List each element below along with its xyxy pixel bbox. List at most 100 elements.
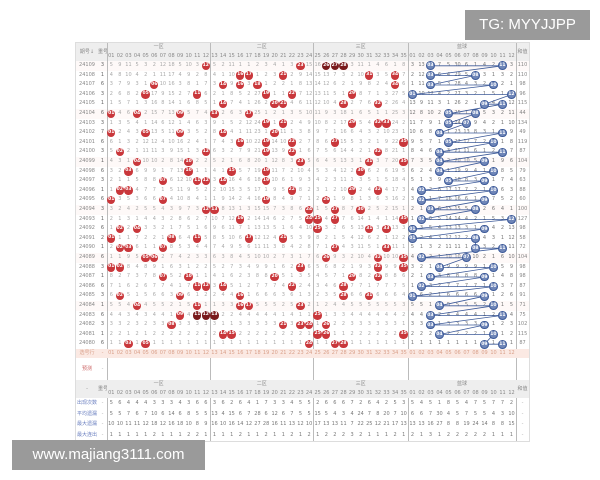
select-red-number[interactable]: 21 bbox=[279, 349, 288, 358]
red-omission: 1 bbox=[290, 129, 294, 136]
select-blue-number[interactable]: 04 bbox=[435, 349, 444, 358]
repeat-count: 3 bbox=[100, 292, 105, 299]
stats-value: 5 bbox=[195, 410, 199, 417]
select-red-number[interactable]: 30 bbox=[356, 349, 365, 358]
red-omission: 4 bbox=[384, 81, 389, 88]
stats-sum-header: 和值 bbox=[516, 380, 529, 398]
repeat-count: 3 bbox=[100, 119, 105, 126]
select-red-number[interactable]: 18 bbox=[253, 349, 262, 358]
red-omission: 6 bbox=[324, 263, 328, 270]
select-red-number[interactable]: 11 bbox=[193, 349, 202, 358]
red-omission: 3 bbox=[135, 273, 139, 280]
select-red-number[interactable]: 24 bbox=[304, 349, 314, 358]
select-blue-number[interactable]: 12 bbox=[507, 349, 516, 358]
stats-blue-header: 05 bbox=[444, 389, 453, 398]
select-blue-number[interactable]: 02 bbox=[417, 349, 426, 358]
select-red-number[interactable]: 34 bbox=[390, 349, 400, 358]
select-red-number[interactable]: 07 bbox=[158, 349, 168, 358]
red-omission: 3 bbox=[367, 263, 371, 270]
select-red-number[interactable]: 14 bbox=[218, 349, 228, 358]
blue-omission: 5 bbox=[437, 81, 442, 88]
blue-omission: 7 bbox=[410, 158, 415, 164]
select-red-number[interactable]: 15 bbox=[227, 349, 236, 358]
select-red-number[interactable]: 35 bbox=[399, 349, 408, 358]
blue-omission: 5 bbox=[410, 244, 415, 251]
select-red-number[interactable]: 23 bbox=[296, 349, 305, 358]
blue-ball: 03 bbox=[426, 61, 435, 71]
blue-number-header: 05 bbox=[444, 52, 453, 61]
red-omission: 1 bbox=[230, 340, 234, 347]
select-row-label[interactable]: 选号行 bbox=[76, 349, 98, 358]
select-blue-number[interactable]: 11 bbox=[498, 349, 507, 358]
select-red-number[interactable]: 27 bbox=[330, 349, 340, 358]
select-red-number[interactable]: 20 bbox=[270, 349, 279, 358]
select-red-number[interactable]: 33 bbox=[382, 349, 391, 358]
select-red-number[interactable]: 02 bbox=[115, 349, 125, 358]
issue-header[interactable]: 期号↓ bbox=[76, 43, 98, 61]
stats-blue-header: 09 bbox=[480, 389, 489, 398]
select-blue-number[interactable]: 05 bbox=[444, 349, 453, 358]
select-red-number[interactable]: 16 bbox=[236, 349, 245, 358]
red-omission: 19 bbox=[254, 167, 261, 174]
blue-omission: 1 bbox=[491, 321, 496, 328]
select-red-number[interactable]: 25 bbox=[313, 349, 322, 358]
select-blue-number[interactable]: 08 bbox=[471, 349, 480, 358]
select-red-number[interactable]: 10 bbox=[184, 349, 193, 358]
blue-ball: 05 bbox=[444, 119, 453, 128]
blue-omission: 2 bbox=[464, 330, 469, 337]
select-red-number[interactable]: 08 bbox=[167, 349, 176, 358]
select-red-number[interactable]: 06 bbox=[150, 349, 159, 358]
red-omission: 5 bbox=[316, 167, 320, 174]
red-omission: 1 bbox=[333, 129, 337, 136]
red-omission: 5 bbox=[126, 196, 131, 203]
red-ball: 20 bbox=[270, 128, 279, 138]
select-red-number[interactable]: 09 bbox=[175, 349, 185, 358]
stats-red-header: 12 bbox=[201, 389, 211, 398]
select-red-number[interactable]: 05 bbox=[141, 349, 150, 358]
select-blue-number[interactable]: 06 bbox=[453, 349, 462, 358]
red-ball: 09 bbox=[175, 128, 185, 138]
select-red-number[interactable]: 22 bbox=[287, 349, 297, 358]
select-blue-number[interactable]: 10 bbox=[489, 349, 498, 358]
red-omission: 1 bbox=[273, 90, 277, 97]
select-blue-number[interactable]: 03 bbox=[426, 349, 435, 358]
red-omission: 10 bbox=[245, 138, 253, 145]
red-number-header: 08 bbox=[167, 52, 176, 61]
stats-value: 7 bbox=[144, 410, 148, 417]
select-red-number[interactable]: 13 bbox=[210, 349, 219, 358]
red-ball: 08 bbox=[167, 234, 176, 243]
red-omission: 7 bbox=[212, 138, 217, 145]
select-blue-number[interactable]: 01 bbox=[408, 349, 417, 358]
select-red-number[interactable]: 31 bbox=[365, 349, 374, 358]
blue-omission: 4 bbox=[482, 119, 487, 126]
select-red-number[interactable]: 17 bbox=[244, 349, 254, 358]
red-omission: 2 bbox=[204, 292, 208, 299]
select-red-number[interactable]: 29 bbox=[347, 349, 357, 358]
red-omission: 8 bbox=[384, 148, 389, 155]
select-red-number[interactable]: 12 bbox=[201, 349, 211, 358]
select-red-number[interactable]: 01 bbox=[107, 349, 116, 358]
select-red-number[interactable]: 26 bbox=[322, 349, 331, 358]
red-omission: 13 bbox=[168, 110, 175, 116]
issue-number: 24083 bbox=[79, 311, 95, 318]
select-blue-number[interactable]: 09 bbox=[480, 349, 489, 358]
blue-omission: 3 bbox=[410, 321, 415, 328]
select-red-number[interactable]: 19 bbox=[261, 349, 271, 358]
stats-value: 1 bbox=[298, 431, 303, 438]
stats-value: 1 bbox=[509, 431, 514, 438]
red-omission: 8 bbox=[126, 263, 131, 270]
select-blue-number[interactable]: 07 bbox=[462, 349, 471, 358]
stats-value: 1 bbox=[126, 431, 131, 438]
red-omission: 4 bbox=[384, 186, 389, 193]
blue-omission: 4 bbox=[437, 225, 442, 232]
red-omission: 13 bbox=[314, 90, 321, 97]
red-omission: 3 bbox=[393, 321, 397, 328]
select-red-number[interactable]: 04 bbox=[132, 349, 142, 358]
select-red-number[interactable]: 28 bbox=[339, 349, 348, 358]
select-red-number[interactable]: 03 bbox=[124, 349, 133, 358]
select-red-number[interactable]: 32 bbox=[373, 349, 383, 358]
stats-blue-header: 03 bbox=[426, 389, 435, 398]
predict-row-label[interactable]: 预测 bbox=[81, 366, 92, 372]
stats-red-header: 04 bbox=[132, 389, 142, 398]
red-omission: 1 bbox=[178, 340, 182, 347]
